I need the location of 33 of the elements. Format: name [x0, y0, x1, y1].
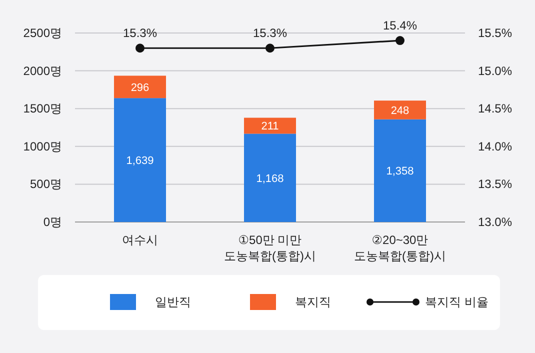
data-label: 1,168	[256, 172, 284, 185]
data-label: 1,358	[386, 166, 414, 178]
data-label: 15.3%	[252, 26, 288, 40]
data-label: 296	[130, 82, 150, 94]
data-label: 15.3%	[122, 26, 158, 40]
legend-label: 일반직	[155, 295, 191, 309]
x-tick-label: 여수시	[122, 233, 158, 247]
bar	[374, 119, 426, 222]
bar	[244, 134, 296, 222]
y-tick-label: 0명	[43, 215, 62, 229]
bar	[374, 100, 426, 120]
bar	[244, 118, 296, 134]
y2-tick-label: 14.5%	[478, 102, 512, 116]
data-label: 15.4%	[382, 18, 418, 33]
legend-label: 복지직 비율	[425, 295, 488, 309]
y-tick-label: 2500명	[23, 26, 62, 40]
data-label: 248	[390, 104, 410, 117]
y2-tick-label: 15.0%	[478, 64, 512, 78]
y-tick-label: 1000명	[23, 139, 62, 154]
y2-tick-label: 15.5%	[478, 26, 512, 40]
x-tick-label: ②20~30만 도농복합(통합)시	[354, 233, 446, 263]
bar	[114, 98, 166, 222]
y-tick-label: 1500명	[23, 102, 62, 116]
data-label: 1,639	[126, 155, 154, 168]
y2-tick-label: 13.0%	[478, 215, 512, 229]
y-tick-label: 500명	[30, 177, 62, 192]
data-label: 211	[261, 120, 279, 133]
bar	[114, 76, 166, 98]
y2-tick-label: 14.0%	[478, 139, 512, 154]
x-tick-label: ①50만 미만 도농복합(통합)시	[224, 233, 316, 263]
y-tick-label: 2000명	[23, 64, 62, 78]
legend-label: 복지직	[295, 295, 331, 309]
y2-tick-label: 13.5%	[478, 177, 512, 192]
